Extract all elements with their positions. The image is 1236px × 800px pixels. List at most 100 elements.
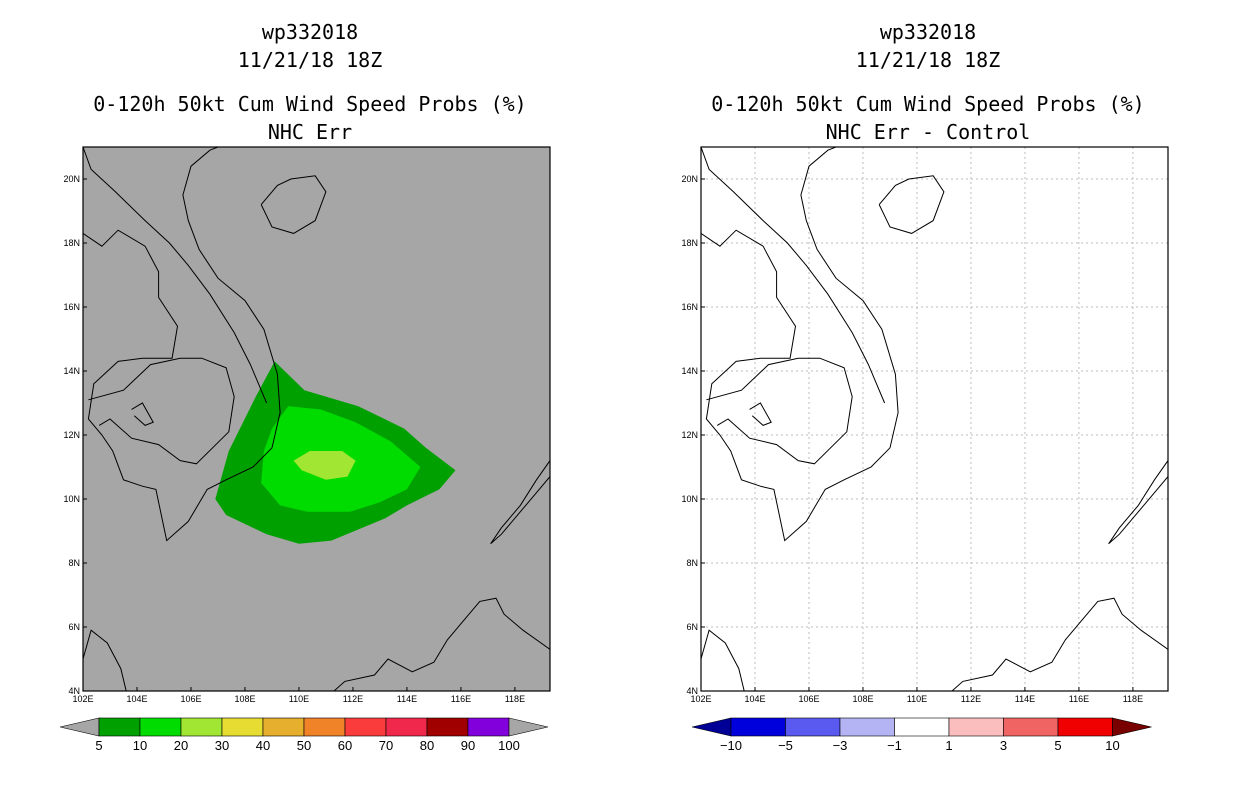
- colorbar-swatch: [139, 717, 182, 737]
- colorbar-swatch: [1057, 717, 1113, 737]
- colorbar-high-end: [508, 717, 549, 737]
- x-tick-label: 114E: [397, 694, 417, 704]
- colorbar-label: −1: [887, 738, 902, 753]
- colorbar-label: 60: [338, 738, 352, 753]
- right-map: 102E 104E 106E 108E 110E 112E 114E 116E 118E 4N 6N…: [681, 146, 1169, 753]
- colorbar-label: 3: [1000, 738, 1007, 753]
- coastline: [83, 147, 281, 542]
- contour-20-percent: [293, 451, 356, 480]
- x-tick-label: 110E: [289, 694, 309, 704]
- left-title-product: 0-120h 50kt Cum Wind Speed Probs (%): [93, 92, 527, 116]
- x-tick-label: 116E: [1069, 694, 1089, 704]
- colorbar-swatch: [262, 717, 305, 737]
- y-tick-label: 12N: [63, 430, 80, 440]
- colorbar-label: 10: [133, 738, 147, 753]
- colorbar-swatch: [385, 717, 428, 737]
- coastline: [88, 357, 235, 465]
- x-tick-label: 112E: [343, 694, 363, 704]
- colorbar-label: 40: [256, 738, 270, 753]
- colorbar-swatch: [894, 717, 950, 737]
- y-tick-label: 20N: [681, 174, 698, 184]
- colorbar-label: −3: [833, 738, 848, 753]
- coastline: [131, 402, 154, 426]
- left-title-date: 11/21/18 18Z: [237, 48, 383, 72]
- colorbar-label: 10: [1105, 738, 1119, 753]
- y-tick-label: 16N: [681, 302, 698, 312]
- coastline: [706, 357, 853, 465]
- coastline: [701, 629, 745, 691]
- colorbar-swatch: [98, 717, 141, 737]
- x-tick-label: 102E: [72, 694, 93, 704]
- coastline: [749, 402, 772, 426]
- colorbar-label: 70: [379, 738, 393, 753]
- colorbar-label: 30: [215, 738, 229, 753]
- x-tick-label: 116E: [451, 694, 471, 704]
- y-tick-label: 8N: [686, 558, 698, 568]
- x-tick-label: 102E: [690, 694, 711, 704]
- coastline: [878, 175, 945, 234]
- colorbar-label: 1: [945, 738, 952, 753]
- colorbar-label: −10: [720, 738, 742, 753]
- colorbar-swatch: [344, 717, 387, 737]
- right-title-subtitle: NHC Err - Control: [825, 120, 1031, 144]
- left-map-layers: [83, 147, 550, 691]
- y-tick-label: 18N: [63, 238, 80, 248]
- colorbar-swatch: [785, 717, 841, 737]
- right-title-product: 0-120h 50kt Cum Wind Speed Probs (%): [711, 92, 1145, 116]
- colorbar-label: 5: [1054, 738, 1061, 753]
- y-tick-label: 8N: [68, 558, 80, 568]
- x-tick-label: 118E: [1123, 694, 1143, 704]
- y-tick-label: 6N: [686, 622, 698, 632]
- right-title-storm: wp332018: [879, 20, 977, 44]
- coastline: [83, 629, 127, 691]
- x-tick-label: 104E: [126, 694, 147, 704]
- colorbar-swatch: [426, 717, 469, 737]
- y-tick-label: 18N: [681, 238, 698, 248]
- y-tick-label: 10N: [681, 494, 698, 504]
- colorbar-label: 80: [420, 738, 434, 753]
- y-tick-label: 12N: [681, 430, 698, 440]
- coastline: [701, 147, 899, 542]
- y-tick-label: 20N: [63, 174, 80, 184]
- left-map: 102E 104E 106E 108E 110E 112E 114E 116E 118E 4N 6N…: [59, 146, 551, 753]
- colorbar-swatch: [467, 717, 510, 737]
- coastline: [260, 175, 327, 234]
- y-tick-label: 14N: [681, 366, 698, 376]
- colorbar-swatch: [303, 717, 346, 737]
- colorbar-label: 50: [297, 738, 311, 753]
- left-title-storm: wp332018: [261, 20, 359, 44]
- right-map-background: [701, 147, 1168, 691]
- x-tick-label: 118E: [505, 694, 525, 704]
- left-map-frame: [82, 146, 551, 692]
- colorbar-swatch: [1003, 717, 1059, 737]
- coastline: [1108, 460, 1168, 545]
- colorbar-low-end: [59, 717, 100, 737]
- coastline: [333, 597, 550, 691]
- y-tick-label: 4N: [68, 686, 80, 696]
- colorbar-swatch: [839, 717, 895, 737]
- colorbar-label: 5: [95, 738, 102, 753]
- left-colorbar: 5 10 20 30 40 50 60 70 80 90 100: [59, 717, 549, 753]
- left-title-subtitle: NHC Err: [267, 120, 353, 144]
- colorbar-swatch: [948, 717, 1004, 737]
- right-map-layers: [701, 147, 1168, 691]
- colorbar-low-end: [691, 717, 732, 737]
- x-tick-label: 110E: [907, 694, 927, 704]
- x-tick-label: 112E: [961, 694, 981, 704]
- colorbar-swatch: [221, 717, 264, 737]
- colorbar-label: 20: [174, 738, 188, 753]
- coastline: [490, 460, 550, 545]
- y-tick-label: 16N: [63, 302, 80, 312]
- colorbar-swatch: [730, 717, 786, 737]
- right-colorbar: −10 −5 −3 −1 1 3 5 10: [691, 717, 1152, 753]
- x-tick-label: 106E: [180, 694, 201, 704]
- x-tick-label: 114E: [1015, 694, 1035, 704]
- y-tick-label: 14N: [63, 366, 80, 376]
- x-tick-label: 108E: [852, 694, 873, 704]
- y-tick-label: 10N: [63, 494, 80, 504]
- coastline: [83, 147, 268, 404]
- coastline: [701, 147, 886, 404]
- y-tick-label: 4N: [686, 686, 698, 696]
- colorbar-label: 90: [461, 738, 475, 753]
- x-tick-label: 108E: [234, 694, 255, 704]
